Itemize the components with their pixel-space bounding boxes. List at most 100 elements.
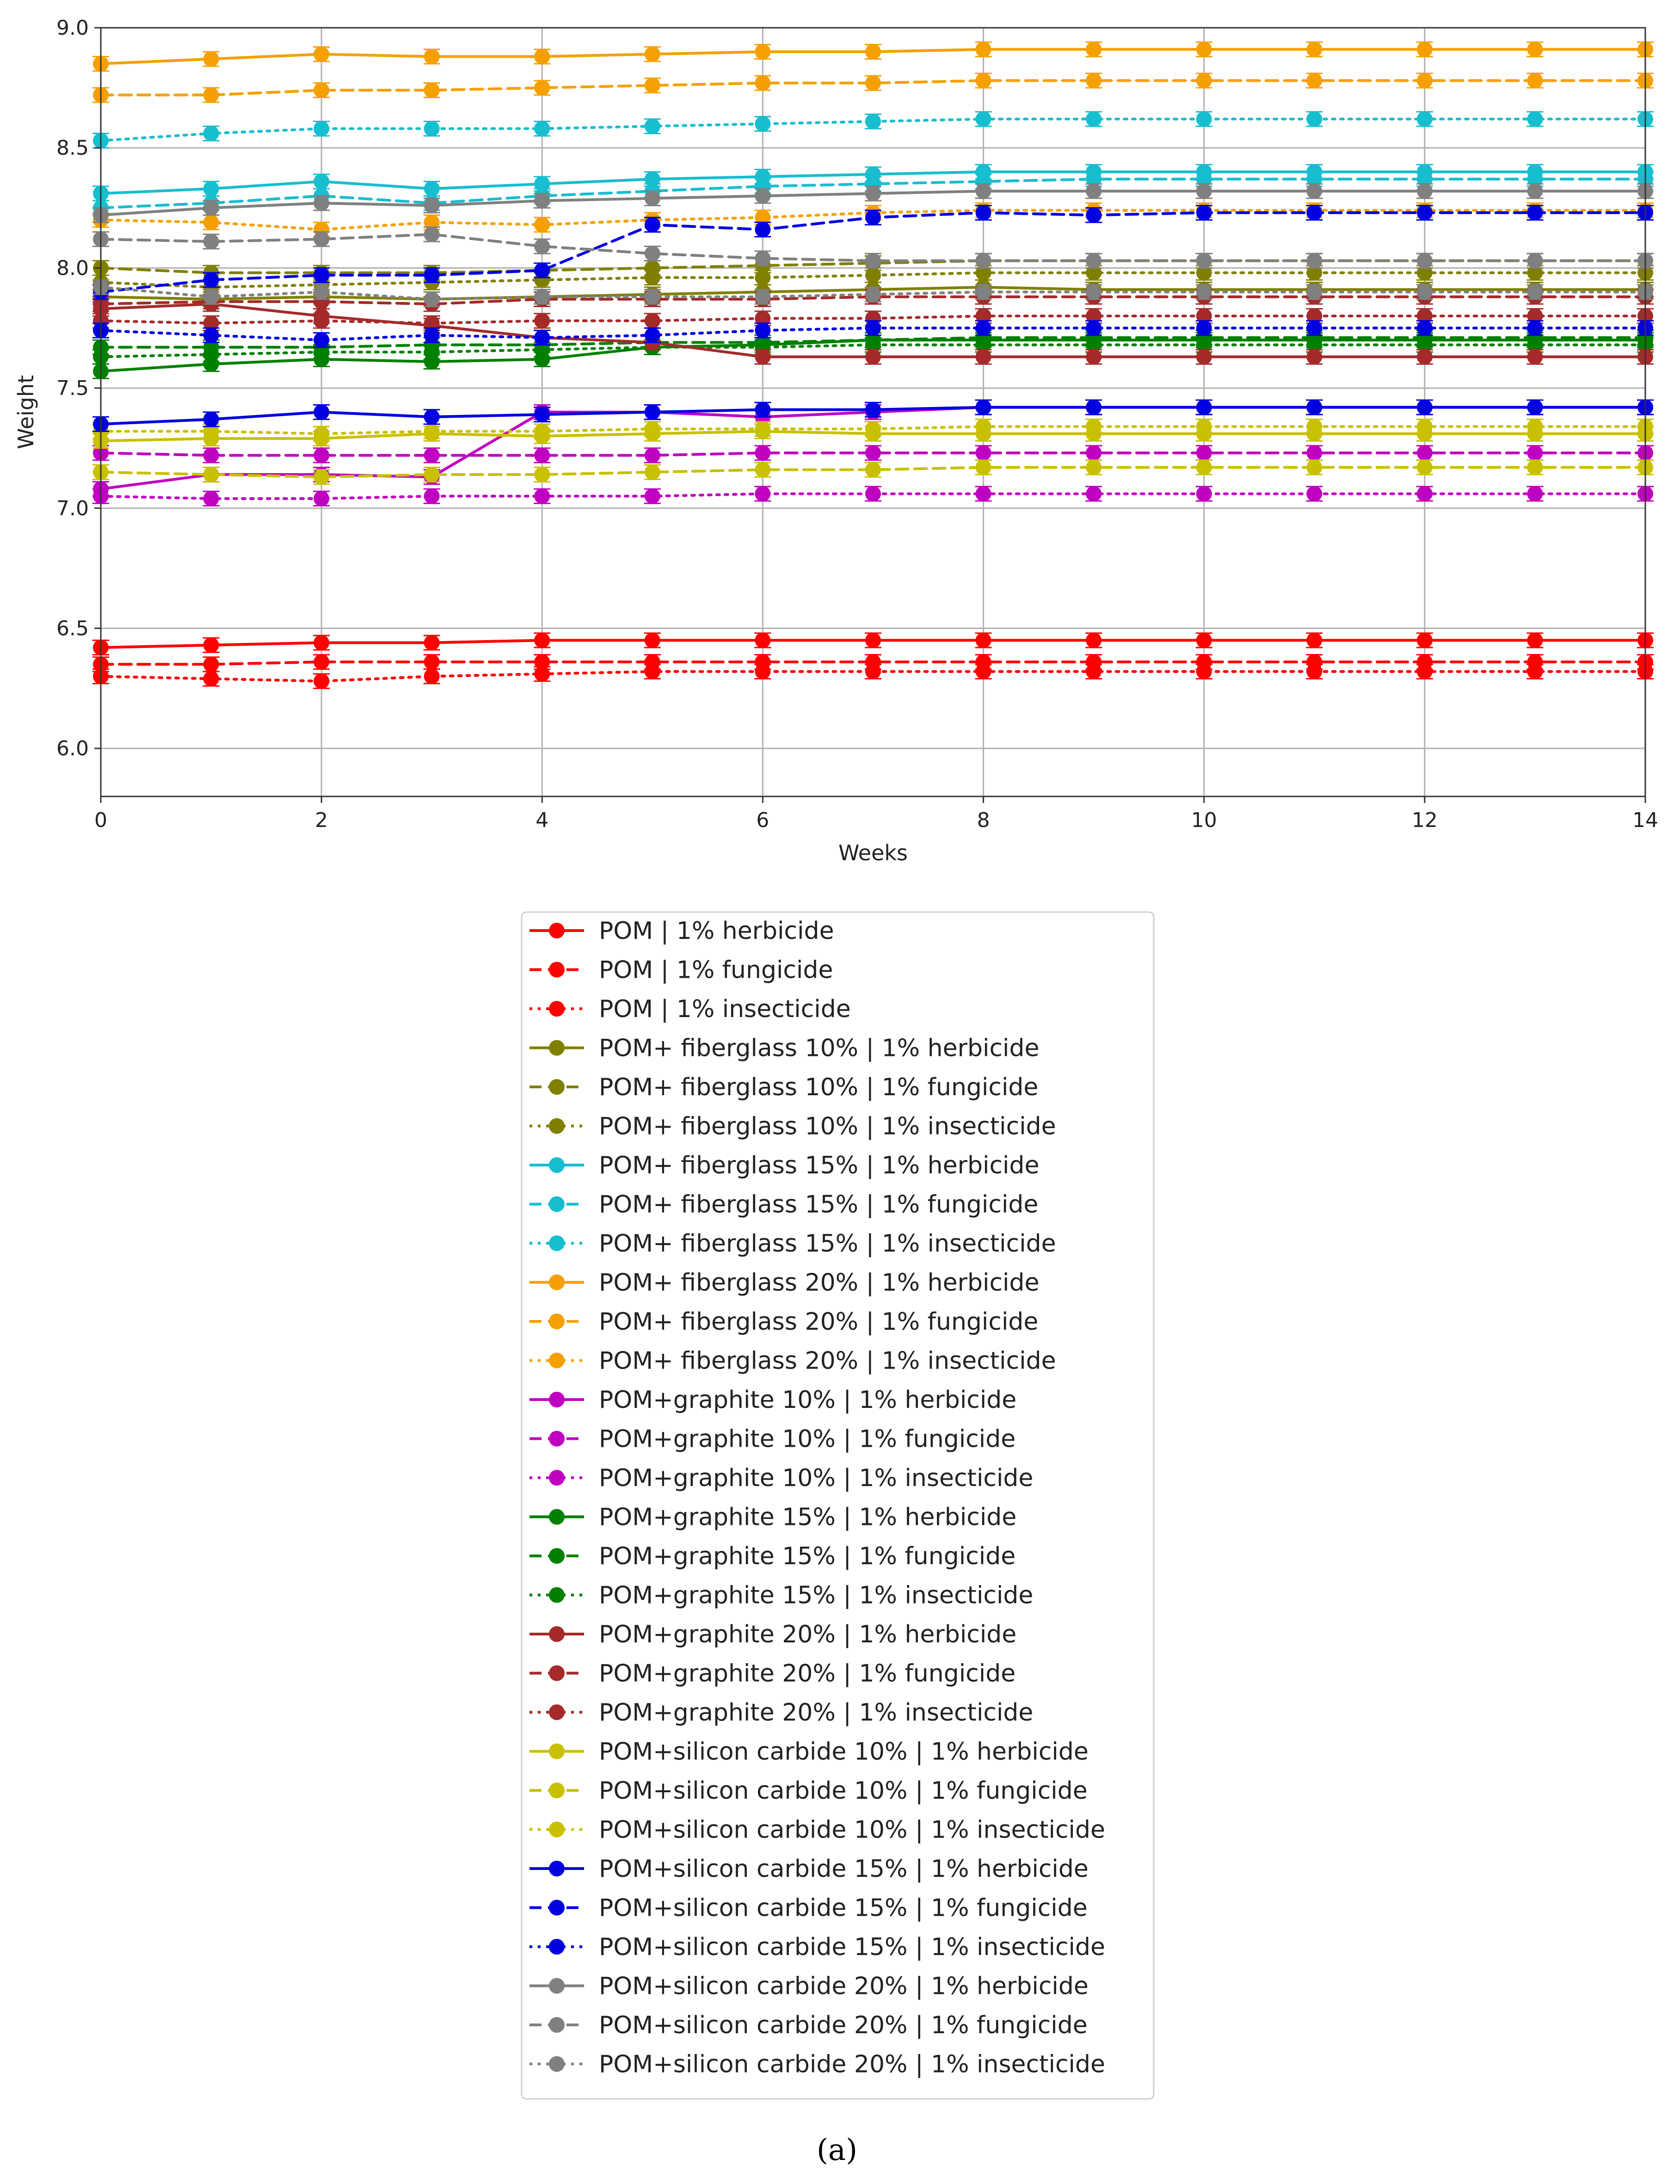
legend-entry: POM+silicon carbide 15% | 1% insecticide <box>529 1933 1105 1961</box>
legend-label: POM+graphite 15% | 1% fungicide <box>599 1542 1015 1570</box>
legend-label: POM+graphite 20% | 1% herbicide <box>599 1621 1016 1648</box>
data-point <box>644 632 660 648</box>
data-point <box>1416 284 1433 300</box>
legend-swatch-marker <box>549 1978 565 1994</box>
data-point <box>865 75 881 91</box>
legend-swatch-marker <box>549 1821 565 1838</box>
series-line <box>99 178 1647 210</box>
series-pom-graphite-20-1-insecticide <box>92 308 1654 331</box>
data-point <box>975 73 991 89</box>
data-point <box>1196 459 1212 475</box>
data-point <box>1086 207 1102 223</box>
data-point <box>755 210 771 226</box>
legend-swatch-marker <box>549 1783 565 1798</box>
data-point <box>1086 459 1102 475</box>
series-line <box>99 425 1647 435</box>
series-line <box>99 336 1647 349</box>
data-point <box>534 313 550 329</box>
legend-label: POM+silicon carbide 20% | 1% insecticide <box>599 2051 1105 2079</box>
x-tick-label: 8 <box>977 808 990 832</box>
data-point <box>203 490 219 506</box>
legend-entry: POM+silicon carbide 20% | 1% herbicide <box>529 1973 1089 2000</box>
legend-label: POM+ fiberglass 10% | 1% insecticide <box>599 1113 1056 1141</box>
data-point <box>755 43 771 60</box>
data-point <box>1086 265 1102 281</box>
data-point <box>1086 284 1102 300</box>
data-point <box>1527 486 1543 502</box>
series-pom-fiberglass-15-1-insecticide <box>92 111 1654 149</box>
data-point <box>534 488 550 504</box>
data-point <box>1416 265 1433 281</box>
legend-entry: POM+ fiberglass 10% | 1% herbicide <box>529 1035 1040 1062</box>
data-point <box>975 486 991 502</box>
legend-label: POM+ fiberglass 15% | 1% insecticide <box>599 1230 1056 1258</box>
legend: POM | 1% herbicide POM | 1% fungicide POM … <box>521 911 1155 2100</box>
data-point <box>203 51 219 67</box>
data-point <box>1086 308 1102 324</box>
data-point <box>1527 459 1543 475</box>
data-point <box>755 322 771 339</box>
data-point <box>1416 663 1433 679</box>
series-line <box>99 117 1647 142</box>
data-point <box>755 188 771 204</box>
legend-label: POM+ fiberglass 20% | 1% fungicide <box>599 1308 1038 1336</box>
legend-frame <box>521 911 1155 2100</box>
series-line <box>99 343 1647 358</box>
legend-entry: POM+graphite 15% | 1% insecticide <box>529 1582 1033 1610</box>
data-point <box>1306 486 1323 502</box>
data-point <box>534 666 550 682</box>
data-point <box>865 349 881 365</box>
data-point <box>1527 253 1543 269</box>
series-pom-fiberglass-20-1-fungicide <box>92 73 1654 103</box>
data-point <box>1196 486 1212 502</box>
data-point <box>865 632 881 648</box>
data-point <box>1527 663 1543 679</box>
data-point <box>1196 419 1212 435</box>
data-point <box>534 262 550 278</box>
data-point <box>203 200 219 216</box>
y-tick-label: 6.0 <box>56 737 89 760</box>
data-point <box>1086 632 1102 648</box>
data-point <box>755 349 771 365</box>
legend-swatch-marker <box>549 1900 565 1916</box>
data-point <box>1196 337 1212 353</box>
data-point <box>644 190 660 206</box>
data-point <box>1086 445 1102 461</box>
data-point <box>644 46 660 62</box>
data-point <box>203 447 219 463</box>
legend-label: POM+ fiberglass 20% | 1% herbicide <box>599 1269 1040 1297</box>
data-point <box>424 327 440 343</box>
legend-label: POM+graphite 10% | 1% fungicide <box>599 1425 1015 1453</box>
data-point <box>314 404 330 420</box>
series-line <box>99 492 1647 500</box>
data-point <box>1086 419 1102 435</box>
data-point <box>1306 73 1323 89</box>
data-point <box>644 118 660 134</box>
data-point <box>975 265 991 281</box>
data-point <box>1306 308 1323 324</box>
data-point <box>203 125 219 142</box>
data-point <box>755 250 771 266</box>
legend-label: POM+silicon carbide 15% | 1% fungicide <box>599 1894 1088 1922</box>
y-tick-label: 8.0 <box>56 256 89 280</box>
data-point <box>1527 419 1543 435</box>
data-point <box>1527 337 1543 353</box>
series-line <box>99 295 1647 306</box>
data-point <box>1416 320 1433 336</box>
data-point <box>424 49 440 65</box>
data-point <box>975 320 991 336</box>
series-line <box>99 466 1647 479</box>
data-point <box>1416 399 1433 415</box>
legend-entry: POM+silicon carbide 10% | 1% fungicide <box>529 1777 1088 1805</box>
data-point <box>1196 183 1212 199</box>
legend-entry: POM+silicon carbide 15% | 1% fungicide <box>529 1894 1088 1922</box>
legend-label: POM+silicon carbide 15% | 1% insecticide <box>599 1933 1105 1961</box>
data-point <box>865 663 881 679</box>
data-point <box>1306 419 1323 435</box>
legend-label: POM+ fiberglass 15% | 1% herbicide <box>599 1152 1040 1179</box>
data-point <box>755 116 771 132</box>
data-point <box>1196 308 1212 324</box>
data-point <box>203 327 219 343</box>
data-point <box>1086 486 1102 502</box>
